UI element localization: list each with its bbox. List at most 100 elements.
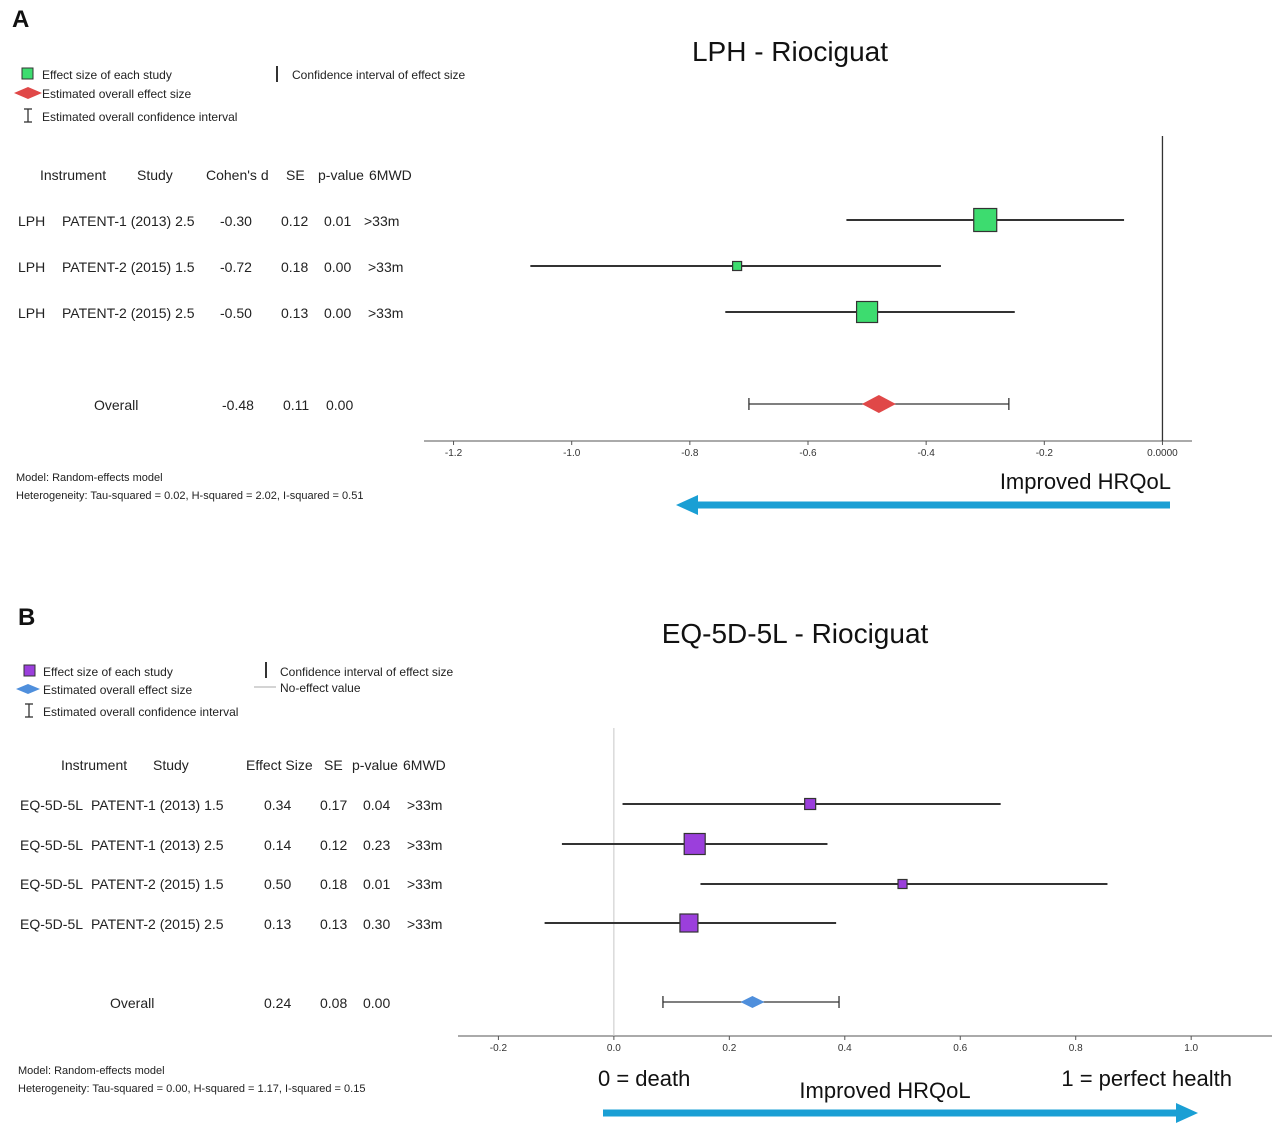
legend-study-marker-icon	[23, 664, 36, 677]
legend-overall-ci-icon	[24, 108, 32, 123]
col-header-effect: Effect Size	[246, 757, 313, 773]
legend-study-effect-label: Effect size of each study	[42, 68, 172, 82]
row-se: 0.13	[320, 916, 347, 932]
x-tick-label: -0.8	[681, 448, 699, 459]
col-header-se: SE	[324, 757, 343, 773]
legend-overall-diamond-icon	[14, 87, 42, 99]
row-study: PATENT-1 (2013) 2.5	[91, 837, 224, 853]
row-instrument: EQ-5D-5L	[20, 837, 83, 853]
row-study: PATENT-1 (2013) 1.5	[91, 797, 224, 813]
table-row-overall: Overall 0.24 0.08 0.00	[110, 995, 390, 1011]
row-p-value: 0.23	[363, 837, 390, 853]
legend-no-effect-label: No-effect value	[280, 681, 361, 695]
panel-b-anchor-low-label: 0 = death	[598, 1066, 690, 1091]
row-effect: 0.50	[264, 876, 291, 892]
row-p-value: 0.00	[324, 259, 351, 275]
row-effect: 0.14	[264, 837, 291, 853]
table-row: EQ-5D-5L PATENT-2 (2015) 2.5 0.13 0.13 0…	[20, 916, 442, 932]
row-p-value: 0.04	[363, 797, 390, 813]
panel-a-label: A	[12, 6, 29, 33]
overall-effect-diamond	[740, 996, 765, 1008]
row-p-value: 0.00	[324, 305, 351, 321]
overall-label: Overall	[94, 397, 138, 413]
col-header-6mwd: 6MWD	[369, 167, 412, 183]
panel-a-heterogeneity-note: Heterogeneity: Tau-squared = 0.02, H-squ…	[16, 490, 363, 502]
row-instrument: LPH	[18, 213, 45, 229]
row-study: PATENT-2 (2015) 1.5	[62, 259, 195, 275]
overall-se: 0.08	[320, 995, 347, 1011]
overall-effect-diamond	[861, 395, 896, 413]
x-tick-label: -0.2	[1036, 448, 1054, 459]
row-study: PATENT-2 (2015) 1.5	[91, 876, 224, 892]
panel-b-model-note: Model: Random-effects model	[18, 1065, 165, 1077]
col-header-study: Study	[153, 757, 189, 773]
legend-study-marker-icon	[21, 67, 34, 80]
row-se: 0.12	[320, 837, 347, 853]
legend-study-effect-label: Effect size of each study	[43, 665, 173, 679]
panel-a-table-rows: LPH PATENT-1 (2013) 2.5 -0.30 0.12 0.01 …	[18, 213, 403, 413]
effect-size-marker	[732, 260, 743, 272]
table-row: EQ-5D-5L PATENT-1 (2013) 2.5 0.14 0.12 0…	[20, 837, 442, 853]
panel-a-plot-area: -1.2 -1.0 -0.8 -0.6 -0.4 -0.2 0.0000	[424, 136, 1192, 459]
overall-se: 0.11	[283, 397, 309, 413]
panel-b-table-header: Instrument Study Effect Size SE p-value …	[61, 757, 446, 773]
row-instrument: EQ-5D-5L	[20, 876, 83, 892]
row-effect: -0.30	[220, 213, 252, 229]
row-instrument: EQ-5D-5L	[20, 797, 83, 813]
legend-overall-ci-label: Estimated overall confidence interval	[42, 110, 237, 124]
col-header-p-value: p-value	[318, 167, 364, 183]
row-6mwd: >33m	[407, 876, 442, 892]
panel-b-legend: Effect size of each study Estimated over…	[16, 662, 454, 719]
effect-size-marker	[683, 832, 706, 856]
col-header-effect: Cohen's d	[206, 167, 269, 183]
x-tick-label: 0.4	[838, 1043, 852, 1054]
legend-ci-label: Confidence interval of effect size	[292, 68, 466, 82]
table-row: EQ-5D-5L PATENT-2 (2015) 1.5 0.50 0.18 0…	[20, 876, 442, 892]
row-instrument: LPH	[18, 259, 45, 275]
panel-a-legend: Effect size of each study Estimated over…	[14, 66, 466, 124]
row-se: 0.12	[281, 213, 308, 229]
panel-b-title: EQ-5D-5L - Riociguat	[662, 618, 929, 649]
x-tick-label: -0.4	[918, 448, 936, 459]
effect-size-marker	[804, 797, 817, 811]
table-row: LPH PATENT-2 (2015) 1.5 -0.72 0.18 0.00 …	[18, 259, 403, 275]
overall-label: Overall	[110, 995, 154, 1011]
col-header-instrument: Instrument	[61, 757, 127, 773]
panel-b-table-rows: EQ-5D-5L PATENT-1 (2013) 1.5 0.34 0.17 0…	[20, 797, 442, 1011]
x-tick-label: -1.0	[563, 448, 581, 459]
x-tick-label: -0.2	[490, 1043, 508, 1054]
panel-a-arrow-label: Improved HRQoL	[1000, 469, 1171, 494]
row-effect: -0.50	[220, 305, 252, 321]
panel-a-table-header: Instrument Study Cohen's d SE p-value 6M…	[40, 167, 412, 183]
row-6mwd: >33m	[364, 213, 399, 229]
legend-ci-label: Confidence interval of effect size	[280, 665, 454, 679]
legend-overall-effect-label: Estimated overall effect size	[43, 683, 193, 697]
panel-a-model-note: Model: Random-effects model	[16, 472, 163, 484]
panel-b-heterogeneity-note: Heterogeneity: Tau-squared = 0.00, H-squ…	[18, 1083, 365, 1095]
panel-a-improved-arrow-icon	[676, 495, 1170, 515]
overall-p-value: 0.00	[326, 397, 353, 413]
panel-a-title: LPH - Riociguat	[692, 36, 888, 67]
row-effect: -0.72	[220, 259, 252, 275]
row-study: PATENT-2 (2015) 2.5	[91, 916, 224, 932]
row-6mwd: >33m	[407, 916, 442, 932]
row-p-value: 0.01	[324, 213, 351, 229]
panel-b-improved-arrow-icon	[603, 1103, 1198, 1123]
effect-size-marker	[855, 300, 879, 324]
x-tick-label: -1.2	[445, 448, 463, 459]
panel-a: A LPH - Riociguat Effect size of each st…	[12, 6, 1192, 515]
panel-b-label: B	[18, 604, 35, 631]
col-header-se: SE	[286, 167, 305, 183]
effect-size-marker	[897, 878, 908, 890]
x-tick-label: 1.0	[1184, 1043, 1198, 1054]
row-se: 0.18	[320, 876, 347, 892]
panel-b-plot-area: -0.2 0.0 0.2 0.4 0.6 0.8 1.0	[458, 728, 1272, 1054]
overall-effect: 0.24	[264, 995, 291, 1011]
x-tick-label: 0.6	[953, 1043, 967, 1054]
panel-b: B EQ-5D-5L - Riociguat Effect size of ea…	[16, 604, 1272, 1123]
row-effect: 0.34	[264, 797, 291, 813]
table-row: LPH PATENT-2 (2015) 2.5 -0.50 0.13 0.00 …	[18, 305, 403, 321]
panel-b-anchor-high-label: 1 = perfect health	[1061, 1066, 1232, 1091]
row-se: 0.13	[281, 305, 308, 321]
row-instrument: EQ-5D-5L	[20, 916, 83, 932]
